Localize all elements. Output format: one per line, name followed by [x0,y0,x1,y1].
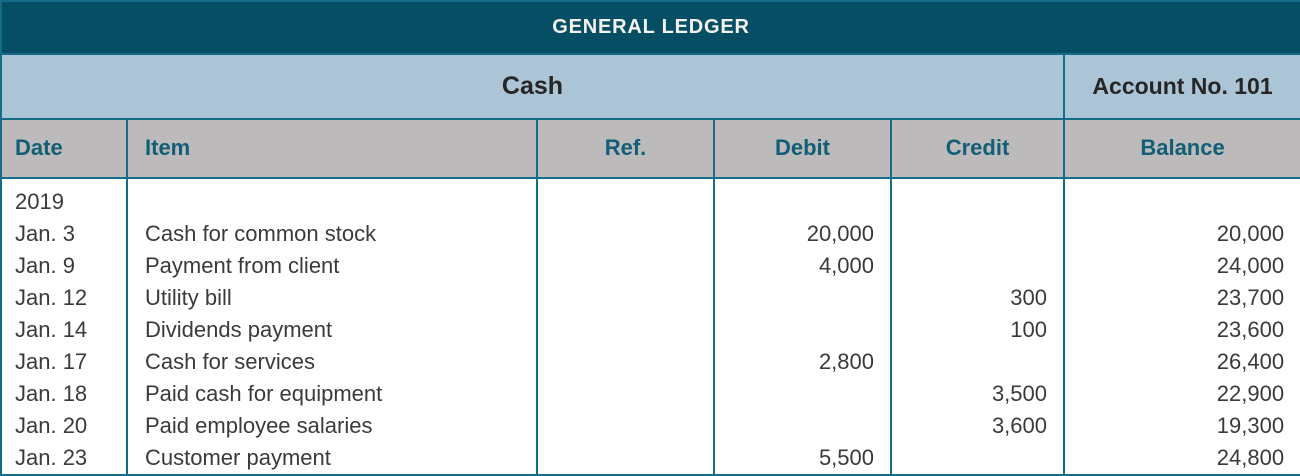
date-cell: 2019 [0,178,128,218]
item-cell: Dividends payment [126,313,538,346]
credit-cell: 100 [890,313,1065,346]
balance-cell: 22,900 [1062,377,1300,410]
item-cell: Cash for common stock [126,218,538,250]
ref-cell [536,377,715,410]
item-cell: Customer payment [126,441,538,475]
ref-cell [536,178,715,218]
debit-cell: 20,000 [713,218,892,250]
ref-cell [536,313,715,346]
balance-cell: 24,800 [1062,441,1300,475]
ledger-row: Jan. 9 Payment from client 4,000 24,000 [0,249,1300,282]
credit-cell [890,345,1065,378]
column-header-item: Item [126,117,538,180]
debit-cell [713,281,892,314]
ledger-title-bar: GENERAL LEDGER [0,0,1300,55]
account-number: Account No. 101 [1062,52,1300,120]
ledger-row-year: 2019 [0,178,1300,218]
column-header-balance: Balance [1062,117,1300,180]
column-header-row: Date Item Ref. Debit Credit Balance [0,117,1300,180]
item-cell [126,178,538,218]
balance-cell: 24,000 [1062,249,1300,282]
item-cell: Paid cash for equipment [126,377,538,410]
credit-cell [890,218,1065,250]
ref-cell [536,281,715,314]
credit-cell: 3,600 [890,409,1065,442]
column-header-date: Date [0,117,128,180]
balance-cell: 23,600 [1062,313,1300,346]
date-cell: Jan. 9 [0,249,128,282]
ref-cell [536,345,715,378]
debit-cell [713,313,892,346]
debit-cell [713,377,892,410]
ledger-title: GENERAL LEDGER [0,0,1300,55]
column-header-ref: Ref. [536,117,715,180]
date-cell: Jan. 3 [0,218,128,250]
credit-cell [890,178,1065,218]
ref-cell [536,441,715,475]
balance-cell [1062,178,1300,218]
column-header-credit: Credit [890,117,1065,180]
ledger-row: Jan. 20 Paid employee salaries 3,600 19,… [0,409,1300,442]
ledger-row: Jan. 23 Customer payment 5,500 24,800 [0,441,1300,475]
date-cell: Jan. 20 [0,409,128,442]
debit-cell: 2,800 [713,345,892,378]
ledger-row: Jan. 14 Dividends payment 100 23,600 [0,313,1300,346]
balance-cell: 20,000 [1062,218,1300,250]
date-cell: Jan. 12 [0,281,128,314]
credit-cell: 300 [890,281,1065,314]
date-cell: Jan. 17 [0,345,128,378]
date-cell: Jan. 14 [0,313,128,346]
balance-cell: 26,400 [1062,345,1300,378]
item-cell: Cash for services [126,345,538,378]
debit-cell: 5,500 [713,441,892,475]
ledger-entries: 2019 Jan. 3 Cash for common stock 20,000… [0,178,1300,475]
date-cell: Jan. 18 [0,377,128,410]
debit-cell [713,409,892,442]
balance-cell: 19,300 [1062,409,1300,442]
ledger-row: Jan. 17 Cash for services 2,800 26,400 [0,345,1300,378]
date-cell: Jan. 23 [0,441,128,475]
account-header-row: Cash Account No. 101 [0,52,1300,120]
account-name: Cash [0,52,1065,120]
credit-cell [890,441,1065,475]
ref-cell [536,249,715,282]
credit-cell [890,249,1065,282]
ledger-row: Jan. 3 Cash for common stock 20,000 20,0… [0,218,1300,250]
balance-cell: 23,700 [1062,281,1300,314]
column-header-debit: Debit [713,117,892,180]
item-cell: Utility bill [126,281,538,314]
debit-cell: 4,000 [713,249,892,282]
ledger-row: Jan. 18 Paid cash for equipment 3,500 22… [0,377,1300,410]
credit-cell: 3,500 [890,377,1065,410]
debit-cell [713,178,892,218]
ref-cell [536,409,715,442]
ref-cell [536,218,715,250]
item-cell: Paid employee salaries [126,409,538,442]
ledger-row: Jan. 12 Utility bill 300 23,700 [0,281,1300,314]
item-cell: Payment from client [126,249,538,282]
